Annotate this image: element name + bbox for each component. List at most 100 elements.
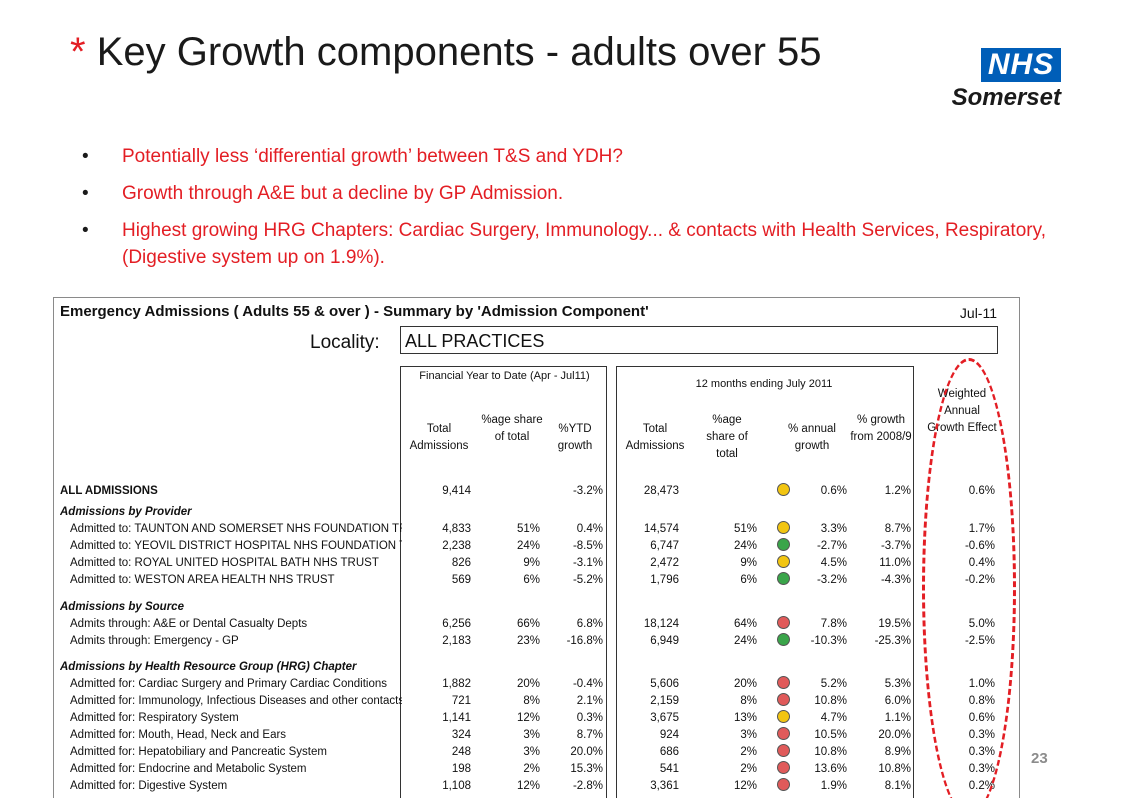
weighted-effect-cell: 0.6% <box>968 712 995 724</box>
growth-since-cell: 1.1% <box>884 712 911 724</box>
fy-total-cell: 1,108 <box>442 780 471 792</box>
weighted-effect-cell: 1.7% <box>968 523 995 535</box>
fy-growth-cell: 0.4% <box>576 523 603 535</box>
annual-growth-cell: 10.8% <box>814 746 847 758</box>
row-label: Admissions by Provider <box>60 506 192 518</box>
col-header-m12-share: %age share of total <box>706 414 748 460</box>
weighted-effect-cell: 0.3% <box>968 746 995 758</box>
fy-total-cell: 248 <box>451 746 471 758</box>
row-label: Admissions by Source <box>60 601 184 613</box>
m12-share-cell: 2% <box>740 763 757 775</box>
fy-share-cell: 2% <box>523 763 540 775</box>
status-dot-icon <box>777 744 790 757</box>
col-header-fy-growth: %YTD growth <box>557 423 593 452</box>
status-dot-icon <box>777 676 790 689</box>
fy-growth-cell: 2.1% <box>576 695 603 707</box>
fy-growth-cell: 20.0% <box>570 746 603 758</box>
weighted-effect-cell: 0.6% <box>968 485 995 497</box>
table-row: Admits through: A&E or Dental Casualty D… <box>54 616 1019 633</box>
col-header-m12-total: Total Admissions <box>625 423 685 452</box>
fy-share-cell: 3% <box>523 729 540 741</box>
annual-growth-cell: 10.8% <box>814 695 847 707</box>
row-label: Admitted to: TAUNTON AND SOMERSET NHS FO… <box>70 523 402 535</box>
locality-value: ALL PRACTICES <box>400 326 998 354</box>
row-label: Admissions by Health Resource Group (HRG… <box>60 661 357 673</box>
m12-total-cell: 541 <box>659 763 679 775</box>
status-dot-icon <box>777 572 790 585</box>
m12-share-cell: 64% <box>733 618 757 630</box>
table-row: Admitted for: Respiratory System 1,141 12%… <box>54 710 1019 727</box>
bullet-item: Highest growing HRG Chapters: Cardiac Su… <box>82 217 1072 271</box>
weighted-effect-cell: 0.8% <box>968 695 995 707</box>
slide-title: * Key Growth components - adults over 55 <box>70 30 822 75</box>
table-row: Admitted to: TAUNTON AND SOMERSET NHS FO… <box>54 521 1019 538</box>
table-row: Admitted to: WESTON AREA HEALTH NHS TRUS… <box>54 572 1019 589</box>
growth-since-cell: 8.7% <box>884 523 911 535</box>
bullet-list: Potentially less ‘differential growth’ b… <box>82 143 1072 281</box>
growth-since-cell: 11.0% <box>879 557 911 569</box>
annual-growth-cell: 0.6% <box>820 485 847 497</box>
status-dot-icon <box>777 538 790 551</box>
growth-since-cell: 20.0% <box>878 729 911 741</box>
fy-total-cell: 569 <box>451 574 471 586</box>
fy-total-cell: 9,414 <box>442 485 471 497</box>
annual-growth-cell: 3.3% <box>820 523 847 535</box>
fy-share-cell: 12% <box>516 780 540 792</box>
row-label: Admitted to: WESTON AREA HEALTH NHS TRUS… <box>70 574 335 586</box>
table-row: Admitted for: Mouth, Head, Neck and Ears… <box>54 727 1019 744</box>
table-row: Admitted to: ROYAL UNITED HOSPITAL BATH … <box>54 555 1019 572</box>
fy-growth-cell: -3.2% <box>572 485 603 497</box>
growth-since-cell: -25.3% <box>874 635 911 647</box>
fy-growth-cell: -2.8% <box>572 780 603 792</box>
table-row: Admitted for: Immunology, Infectious Dis… <box>54 693 1019 710</box>
fy-growth-cell: 15.3% <box>570 763 603 775</box>
growth-since-cell: 8.1% <box>884 780 911 792</box>
fy-growth-cell: -0.4% <box>572 678 603 690</box>
growth-since-cell: 5.3% <box>884 678 911 690</box>
annual-growth-cell: -10.3% <box>810 635 847 647</box>
annual-growth-cell: 5.2% <box>820 678 847 690</box>
m12-share-cell: 12% <box>733 780 757 792</box>
weighted-effect-cell: -2.5% <box>964 635 995 647</box>
col-header-growth-since: % growth from 2008/9 <box>850 414 912 443</box>
fy-panel <box>400 366 607 798</box>
fy-panel-header: Financial Year to Date (Apr - Jul11) <box>419 370 590 382</box>
fy-growth-cell: -16.8% <box>566 635 603 647</box>
status-dot-icon <box>777 727 790 740</box>
weighted-effect-cell: -0.6% <box>964 540 995 552</box>
growth-since-cell: -3.7% <box>880 540 911 552</box>
m12-panel-header: 12 months ending July 2011 <box>695 378 833 390</box>
fy-growth-cell: 0.3% <box>576 712 603 724</box>
fy-share-cell: 23% <box>516 635 540 647</box>
annual-growth-cell: 4.7% <box>820 712 847 724</box>
m12-share-cell: 24% <box>733 635 757 647</box>
fy-share-cell: 20% <box>516 678 540 690</box>
row-label: Admitted for: Hepatobiliary and Pancreat… <box>70 746 327 758</box>
growth-since-cell: 6.0% <box>884 695 911 707</box>
admissions-summary-sheet: Emergency Admissions ( Adults 55 & over … <box>53 297 1020 798</box>
table-row: Admits through: Emergency - GP 2,183 23% -1… <box>54 633 1019 650</box>
fy-growth-cell: -8.5% <box>572 540 603 552</box>
m12-share-cell: 8% <box>740 695 757 707</box>
fy-total-cell: 324 <box>451 729 471 741</box>
weighted-effect-cell: -0.2% <box>964 574 995 586</box>
weighted-effect-cell: 5.0% <box>968 618 995 630</box>
fy-total-cell: 1,882 <box>442 678 471 690</box>
row-label: Admitted to: ROYAL UNITED HOSPITAL BATH … <box>70 557 379 569</box>
status-dot-icon <box>777 710 790 723</box>
page-number: 23 <box>1031 750 1048 767</box>
weighted-effect-cell: 1.0% <box>968 678 995 690</box>
growth-since-cell: 10.8% <box>878 763 911 775</box>
m12-share-cell: 6% <box>740 574 757 586</box>
title-star: * <box>70 30 86 74</box>
m12-total-cell: 686 <box>659 746 679 758</box>
row-label: Admitted for: Endocrine and Metabolic Sy… <box>70 763 307 775</box>
status-dot-icon <box>777 521 790 534</box>
fy-share-cell: 9% <box>523 557 540 569</box>
fy-total-cell: 826 <box>451 557 471 569</box>
weighted-effect-cell: 0.3% <box>968 729 995 741</box>
fy-total-cell: 6,256 <box>442 618 471 630</box>
table-row: ALL ADMISSIONS 9,414 -3.2% 28,473 0.6% 1.2% 0.… <box>54 483 1019 500</box>
annual-growth-cell: 4.5% <box>820 557 847 569</box>
m12-total-cell: 2,472 <box>650 557 679 569</box>
